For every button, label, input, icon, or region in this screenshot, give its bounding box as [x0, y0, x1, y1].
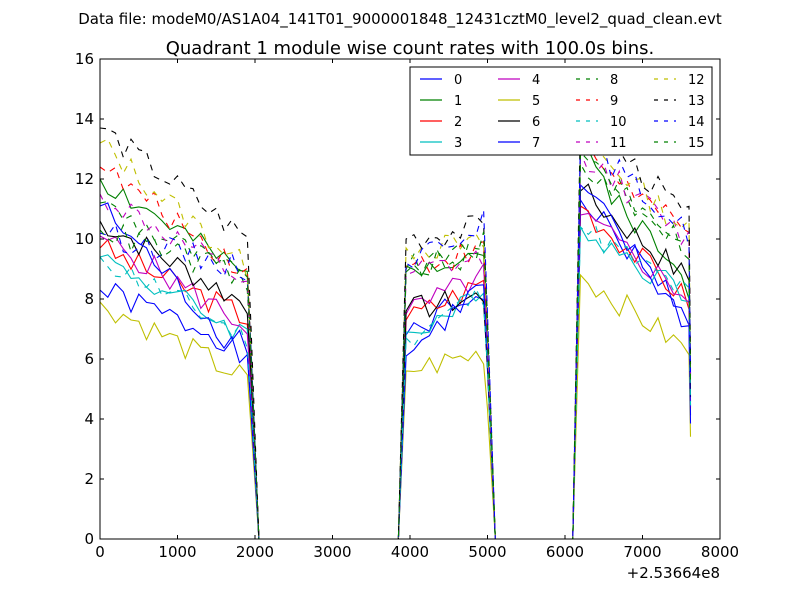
x-tick-label: 4000: [391, 543, 429, 561]
legend-label-13: 13: [688, 94, 705, 109]
x-tick-label: 5000: [468, 543, 506, 561]
legend-label-15: 15: [688, 136, 705, 151]
series-line-2: [99, 205, 692, 540]
axis-ticks: 0 1000 2000 3000 4000 5000 6000 7000 80000246810…: [75, 50, 739, 561]
legend-label-0: 0: [454, 73, 462, 88]
series-line-12: [99, 136, 692, 540]
x-axis-offset-label: +2.53664e8: [627, 564, 720, 582]
series-line-8: [99, 161, 692, 540]
y-tick-label: 4: [84, 410, 94, 428]
legend-label-2: 2: [454, 115, 462, 130]
series-line-15: [99, 150, 692, 540]
chart-suptitle: Data file: modeM0/AS1A04_141T01_90000018…: [78, 10, 722, 29]
series-layer: [99, 115, 692, 540]
legend-label-5: 5: [532, 94, 540, 109]
series-line-6: [99, 183, 692, 540]
series-line-7: [99, 183, 692, 540]
chart-title: Quadrant 1 module wise count rates with …: [166, 38, 655, 59]
y-tick-label: 2: [84, 470, 94, 488]
legend-label-12: 12: [688, 73, 705, 88]
x-tick-label: 2000: [236, 543, 274, 561]
x-tick-label: 1000: [158, 543, 196, 561]
legend-label-14: 14: [688, 115, 705, 130]
legend-label-1: 1: [454, 94, 462, 109]
x-tick-label: 0: [95, 543, 105, 561]
legend-label-10: 10: [610, 115, 627, 130]
x-tick-label: 6000: [546, 543, 584, 561]
y-tick-label: 12: [75, 170, 94, 188]
legend-label-11: 11: [610, 136, 627, 151]
legend-label-9: 9: [610, 94, 618, 109]
series-line-14: [99, 134, 692, 540]
legend-label-8: 8: [610, 73, 618, 88]
series-line-4: [99, 212, 692, 540]
x-tick-label: 8000: [701, 543, 739, 561]
series-line-10: [99, 225, 692, 540]
series-line-11: [99, 151, 692, 540]
series-line-3: [99, 224, 692, 540]
series-line-0: [99, 198, 692, 540]
y-tick-label: 6: [84, 350, 94, 368]
series-line-5: [99, 273, 692, 540]
series-line-13: [99, 115, 692, 540]
series-line-9: [99, 143, 692, 540]
y-tick-label: 16: [75, 50, 94, 68]
series-line-1: [99, 148, 692, 540]
y-tick-label: 0: [84, 530, 94, 548]
y-tick-label: 8: [84, 290, 94, 308]
y-tick-label: 14: [75, 110, 94, 128]
x-tick-label: 7000: [623, 543, 661, 561]
legend-box: [409, 66, 713, 156]
legend-label-3: 3: [454, 136, 462, 151]
x-tick-label: 3000: [313, 543, 351, 561]
legend-label-7: 7: [532, 136, 540, 151]
legend-label-6: 6: [532, 115, 540, 130]
legend-label-4: 4: [532, 73, 540, 88]
y-tick-label: 10: [75, 230, 94, 248]
